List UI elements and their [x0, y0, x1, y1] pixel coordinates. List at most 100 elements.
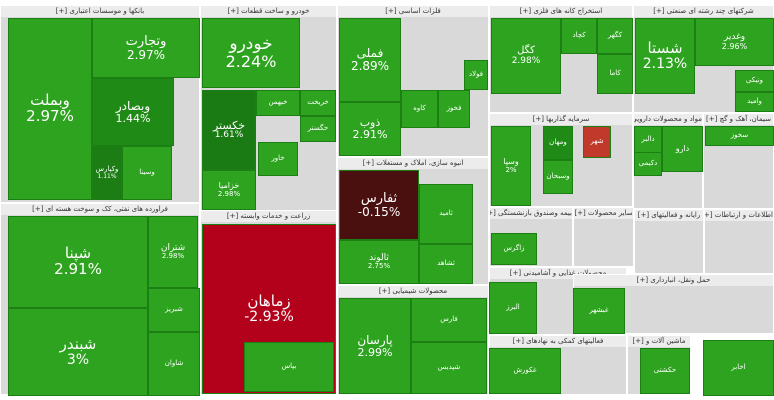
tile-symbol: غبشهر [589, 306, 609, 315]
tile-change: 2.99% [357, 345, 393, 359]
sector-title[interactable]: فراورده های نفتی، کک و سوخت هسته ای [+] [1, 204, 199, 215]
sector-title[interactable]: سایر محصولات [+] [574, 208, 633, 219]
treemap-tile[interactable]: کاما [597, 54, 633, 94]
sector-title[interactable]: سیمان، آهک و گچ [+] [704, 114, 773, 125]
sector-title[interactable]: شرکتهای چند رشته ای صنعتی [+] [634, 6, 773, 17]
tile-symbol: ثفارس [360, 190, 398, 206]
treemap-tile[interactable]: ثالوند 2.75% [339, 240, 419, 284]
tile-symbol: ومهان [549, 138, 567, 147]
treemap-tile[interactable]: غبشهر [573, 288, 625, 334]
treemap-tile[interactable]: زاگرس [491, 233, 537, 265]
treemap-tile[interactable]: کچاد [561, 18, 597, 54]
sector-title[interactable]: رایانه و فعالیتهای [+] [635, 210, 703, 221]
tile-change: -2.93% [244, 308, 294, 325]
treemap-tile[interactable]: حکشتی [640, 348, 690, 394]
treemap-tile[interactable]: دکیمی [634, 152, 662, 176]
treemap-tile[interactable]: وسینا [122, 146, 172, 200]
treemap-tile[interactable]: شتران 2.98% [148, 216, 198, 288]
treemap-tile[interactable]: وکپارس 1.11% [92, 146, 122, 200]
treemap-tile[interactable]: کگل 2.98% [491, 18, 561, 94]
treemap-tile[interactable]: شپدیس [411, 342, 487, 394]
treemap-tile[interactable]: فولاد [464, 60, 488, 90]
treemap-tile[interactable]: کگهر [597, 18, 633, 54]
tile-change: -0.15% [357, 204, 401, 219]
treemap-tile[interactable]: وامید [735, 92, 774, 112]
sector-title[interactable]: سرمایه گذاریها [+] [490, 114, 632, 125]
treemap-tile[interactable]: اخابر [703, 340, 774, 396]
tile-symbol: سخوز [730, 131, 749, 140]
treemap-tile[interactable]: فارس [411, 298, 487, 342]
tile-symbol: کچاد [572, 31, 586, 40]
treemap-tile[interactable]: خکستر 1.61% [202, 90, 256, 170]
sector-title[interactable]: انبوه سازی، املاک و مستغلات [+] [338, 158, 488, 169]
treemap-tile[interactable]: ثامید [419, 184, 473, 244]
treemap-sector[interactable]: سایر محصولات [+] [573, 207, 634, 267]
treemap-tile[interactable]: شاوان [148, 332, 200, 396]
treemap-tile[interactable]: خودرو 2.24% [202, 18, 300, 88]
treemap-tile[interactable]: خاور [258, 142, 298, 176]
tile-symbol: دالبر [641, 135, 655, 144]
treemap-tile[interactable]: دارو [662, 126, 703, 172]
treemap-tile[interactable]: وبملت 2.97% [8, 18, 92, 200]
tile-symbol: شپنا [64, 244, 92, 263]
treemap-tile[interactable]: دالبر [634, 126, 662, 154]
treemap-tile[interactable]: شهر [583, 126, 611, 158]
treemap-tile[interactable]: ثفارس -0.15% [339, 170, 419, 240]
sector-title[interactable]: استخراج کانه های فلزی [+] [490, 6, 632, 17]
treemap-tile[interactable]: وبصادر 1.44% [92, 78, 174, 146]
sector-title[interactable]: محصولات شیمیایی [+] [338, 286, 488, 297]
tile-symbol: کاما [609, 69, 621, 78]
treemap-tile[interactable]: غکورش [489, 348, 561, 394]
treemap-tile[interactable]: وسبحان [543, 160, 573, 194]
treemap-tile[interactable]: فملی 2.89% [339, 18, 401, 102]
tile-symbol: زماهان [247, 291, 291, 310]
treemap-tile[interactable]: وسپا 2% [491, 126, 531, 206]
treemap-tile[interactable]: فخوز [438, 90, 470, 128]
sector-title[interactable]: بیمه وصندوق بازنشستگی [+] [490, 208, 572, 219]
tile-symbol: فملی [356, 46, 384, 61]
treemap-sector[interactable]: اطلاعات و ارتباطات [+] [704, 209, 774, 274]
treemap-tile[interactable]: شبریز [148, 288, 200, 332]
tile-symbol: ثالوند [369, 252, 389, 263]
sector-title[interactable]: بانکها و موسسات اعتباری [+] [1, 6, 199, 17]
sector-title[interactable]: ماشین آلات و [+] [628, 336, 690, 347]
tile-symbol: اخابر [731, 363, 746, 372]
sector-title[interactable]: اطلاعات و ارتباطات [+] [705, 210, 773, 221]
treemap-tile[interactable]: وغدیر 2.96% [695, 18, 774, 66]
sector-title[interactable]: فلزات اساسی [+] [338, 6, 488, 17]
treemap-tile[interactable]: ونیکی [735, 70, 774, 92]
treemap-tile[interactable]: پارسان 2.99% [339, 298, 411, 394]
sector-title[interactable]: خودرو و ساخت قطعات [+] [201, 6, 336, 17]
treemap-tile[interactable]: ومهان [543, 126, 573, 160]
tile-change: 1.44% [115, 111, 151, 125]
treemap-sector[interactable]: رایانه و فعالیتهای [+] [634, 209, 704, 274]
treemap-tile[interactable]: بپاس [244, 342, 334, 392]
tile-symbol: شپدیس [437, 363, 461, 372]
sector-title[interactable]: محصولات غذایی و آشامیدنی [+] [490, 268, 626, 279]
treemap-tile[interactable]: خگستر [300, 116, 336, 142]
tile-symbol: شاوان [164, 359, 184, 368]
sector-title[interactable]: زراعت و خدمات وابسته [+] [201, 211, 336, 222]
sector-title[interactable]: مواد و محصولات دارویی [+] [634, 114, 702, 125]
treemap-tile[interactable]: شبندر 3% [8, 308, 148, 396]
treemap-tile[interactable]: کاوه [401, 90, 438, 128]
tile-change: 2.98% [511, 55, 541, 66]
treemap-tile[interactable]: ذوب 2.91% [339, 102, 401, 156]
sector-title[interactable]: حمل ونقل، انبارداری [+] [574, 275, 773, 286]
tile-symbol: وسینا [139, 168, 155, 177]
treemap-tile[interactable]: ثشاهد [419, 244, 473, 284]
tile-symbol: خگستر [307, 124, 329, 133]
tile-symbol: شستا [647, 38, 683, 57]
tile-symbol: وبصادر [115, 98, 151, 113]
treemap-tile[interactable]: خبهمن [256, 90, 300, 116]
treemap-tile[interactable]: البرز [489, 282, 537, 334]
treemap-tile[interactable]: وتجارت 2.97% [92, 18, 200, 78]
treemap-tile[interactable]: شستا 2.13% [635, 18, 695, 94]
treemap-tile[interactable]: سخوز [705, 126, 774, 146]
sector-title[interactable]: فعالیتهای کمکی به نهادهای [+] [490, 336, 626, 347]
treemap-tile[interactable]: خزامیا 2.98% [202, 170, 256, 210]
tile-change: 2.24% [225, 51, 277, 71]
treemap-tile[interactable]: خریخت [300, 90, 336, 116]
treemap-tile[interactable]: شپنا 2.91% [8, 216, 148, 308]
